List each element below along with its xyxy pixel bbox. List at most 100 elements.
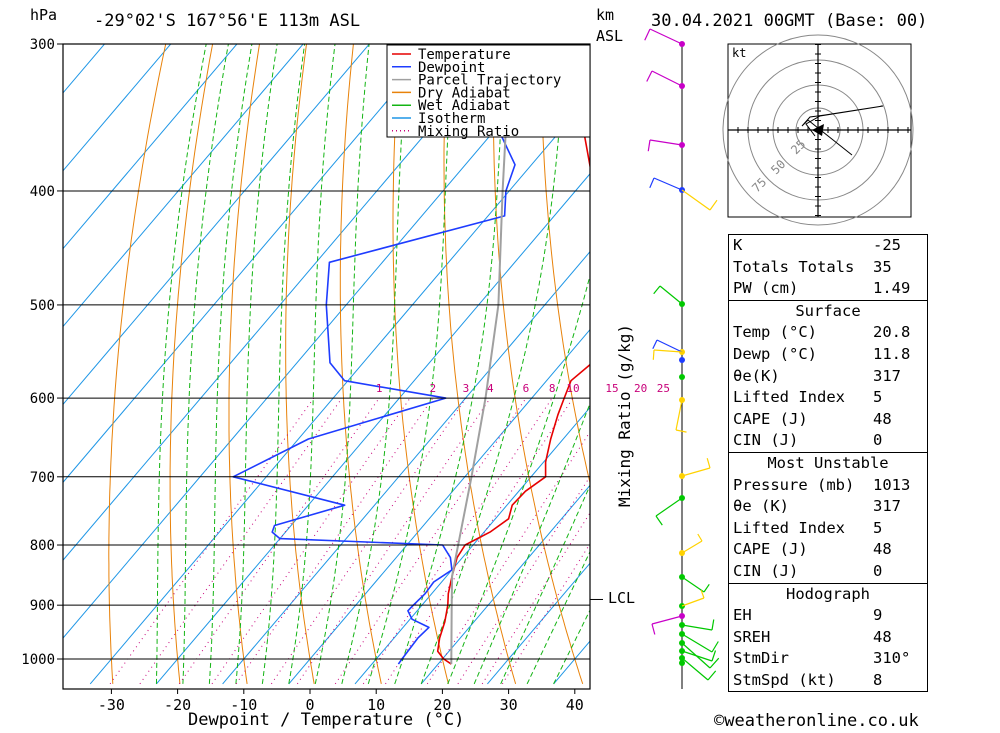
mixing-ratio-line xyxy=(362,397,553,685)
dry-adiabat-line xyxy=(285,44,315,684)
wind-barb-feather xyxy=(655,515,663,526)
wind-barb-feather xyxy=(711,650,717,662)
wet-adiabat-line xyxy=(394,44,506,685)
wind-barb xyxy=(681,633,713,653)
indices-general-table: K -25 Totals Totals 35 PW (cm) 1.49 Surface… xyxy=(728,234,928,693)
lcl-label: LCL xyxy=(608,589,636,607)
x-tick-label: -30 xyxy=(98,696,125,714)
isotherm-line xyxy=(222,250,590,685)
hodograph-unit-label: kt xyxy=(732,46,746,60)
isotherm-line xyxy=(63,44,304,328)
dry-adiabat-line xyxy=(956,9,1000,684)
wet-adiabat-line xyxy=(261,44,306,684)
x-tick-label: 20 xyxy=(433,696,451,714)
y-tick-label: 400 xyxy=(30,184,55,200)
height-unit-label: km xyxy=(596,6,615,24)
index-row: Temp (°C) 20.8 xyxy=(733,323,911,342)
y-tick-label: 800 xyxy=(30,538,55,554)
wind-barb xyxy=(675,399,683,431)
hodograph-storm-marker xyxy=(812,124,824,136)
mixing-ratio-line xyxy=(385,397,574,685)
index-row: Pressure (mb) 1013 xyxy=(733,475,911,494)
wet-adiabat-line xyxy=(182,44,229,684)
wind-barb-feather xyxy=(709,657,720,669)
wind-barb-feather xyxy=(646,70,653,82)
wind-barb-feather xyxy=(647,139,651,152)
wet-adiabat-line xyxy=(473,402,590,685)
wind-barb xyxy=(681,467,711,477)
legend-label: Dewpoint xyxy=(418,60,485,76)
mixing-ratio-tick-label: 4 xyxy=(487,382,494,395)
index-row: CIN (J) 0 xyxy=(733,561,883,580)
height-unit-label-asl: ASL xyxy=(596,27,624,45)
index-row: Totals Totals 35 xyxy=(733,257,892,276)
location-title: -29°02'S 167°56'E 113m ASL xyxy=(94,11,361,31)
wind-barb xyxy=(681,597,705,607)
wind-profile xyxy=(644,28,720,689)
mixing-ratio-tick-label: 10 xyxy=(566,382,579,395)
y-tick-label: 300 xyxy=(30,37,55,53)
wind-barb-feather xyxy=(652,339,658,350)
wind-barb xyxy=(655,497,683,517)
mixing-ratio-line xyxy=(235,397,434,685)
legend-label: Isotherm xyxy=(418,111,485,127)
wind-barb xyxy=(653,177,683,191)
mixing-ratio-tick-label: 2 xyxy=(429,382,436,395)
mixing-ratio-labels: 1 2 3 4 6 8 10 15 20 25 xyxy=(376,382,670,395)
wind-level-dot xyxy=(679,660,685,666)
index-row: K -25 xyxy=(733,236,901,254)
y-tick-label: 900 xyxy=(30,598,55,614)
mixing-ratio-line xyxy=(211,397,411,685)
dry-adiabat-line xyxy=(540,44,590,485)
isotherm-line xyxy=(487,562,590,685)
wind-barb xyxy=(651,615,683,625)
x-axis-label: Dewpoint / Temperature (°C) xyxy=(188,710,465,730)
wind-level-dot xyxy=(679,357,685,363)
mixing-ratio-tick-label: 20 xyxy=(634,382,647,395)
wind-level-dot xyxy=(679,374,685,380)
dry-adiabat-line xyxy=(228,44,261,684)
wind-barb xyxy=(681,657,709,681)
isotherm-line xyxy=(420,484,590,685)
y-tick-label: 700 xyxy=(30,470,55,486)
wet-adiabat-line xyxy=(420,44,566,685)
mixing-ratio-line xyxy=(481,512,590,685)
wet-adiabat-line xyxy=(367,44,454,685)
index-row: StmDir 310° xyxy=(733,649,911,668)
wet-adiabat-line xyxy=(288,44,336,684)
x-tick-label: -10 xyxy=(230,696,257,714)
wind-barb-feather xyxy=(711,641,719,653)
isotherm-line xyxy=(288,328,590,685)
wet-adiabat-line xyxy=(553,609,590,685)
x-tick-label: -20 xyxy=(164,696,191,714)
index-row: θe(K) 317 xyxy=(733,366,901,385)
wind-barb-feather xyxy=(653,285,661,295)
mixing-ratio-tick-label: 8 xyxy=(549,382,556,395)
index-row: CIN (J) 0 xyxy=(733,431,883,450)
isotherm-line xyxy=(0,9,68,684)
x-tick-label: 0 xyxy=(305,696,314,714)
credit-text: ©weatheronline.co.uk xyxy=(714,711,919,731)
mixing-ratio-line xyxy=(334,397,527,685)
mixing-ratio-line xyxy=(426,430,590,685)
mixing-ratio-tick-label: 15 xyxy=(605,382,618,395)
wet-adiabat-line xyxy=(447,273,590,685)
wind-barb-feather xyxy=(706,458,711,469)
y-tick-label: 1000 xyxy=(21,652,55,668)
index-row: EH 9 xyxy=(733,606,883,625)
wet-adiabat-line xyxy=(341,44,409,685)
index-row: Lifted Index 5 xyxy=(733,518,883,537)
index-row: StmSpd (kt) 8 xyxy=(733,670,883,689)
wind-barb xyxy=(681,576,705,593)
wind-barb xyxy=(651,70,683,87)
mixing-ratio-tick-label: 1 xyxy=(376,382,383,395)
legend-label: Dry Adiabat xyxy=(418,85,511,101)
surface-title: Surface xyxy=(795,301,861,320)
x-tick-label: 40 xyxy=(566,696,584,714)
dry-adiabat-line xyxy=(108,44,167,684)
mixing-ratio-line xyxy=(139,397,343,685)
wind-barb xyxy=(649,139,683,146)
wind-barb xyxy=(681,189,711,211)
